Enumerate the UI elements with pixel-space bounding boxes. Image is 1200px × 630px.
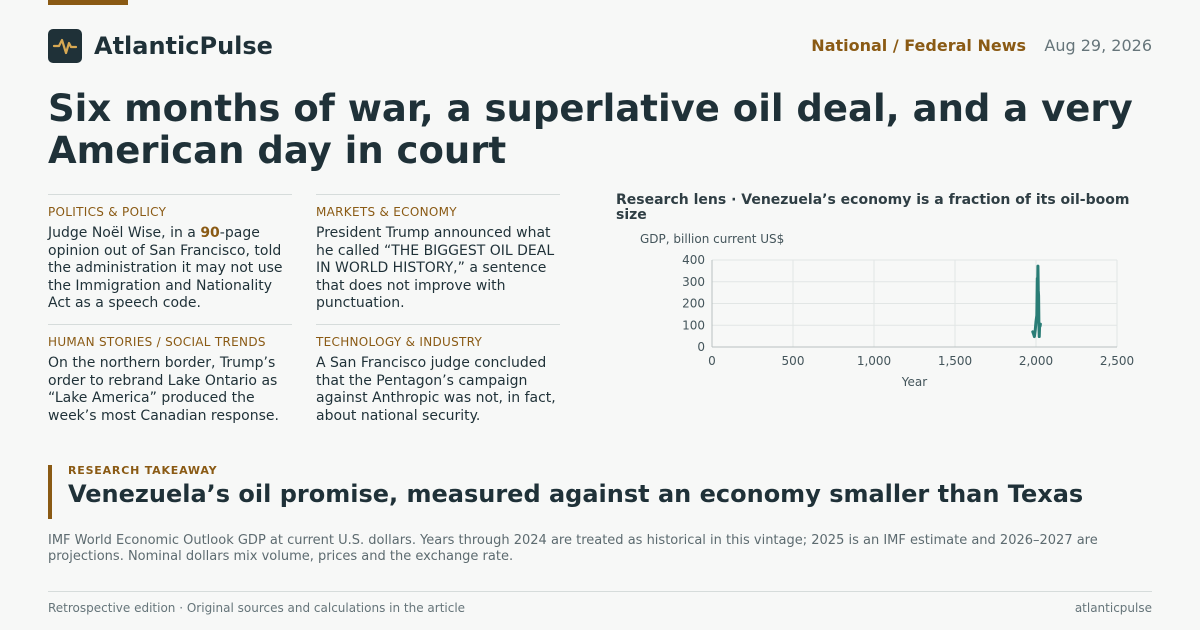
x-tick-label: 500 xyxy=(782,354,805,368)
y-axis-label: GDP, billion current US$ xyxy=(640,232,784,246)
series-point xyxy=(1032,333,1035,335)
y-tick-label: 300 xyxy=(682,275,705,289)
pulse-icon[interactable] xyxy=(48,29,82,63)
publish-date: Aug 29, 2026 xyxy=(1044,36,1152,55)
top-accent-bar xyxy=(48,0,128,5)
takeaway-title: Venezuela’s oil promise, measured agains… xyxy=(68,480,1084,508)
series-point xyxy=(1031,330,1034,333)
brief-text-pre: Judge Noël Wise, in a xyxy=(48,225,201,241)
brand-name[interactable]: AtlanticPulse xyxy=(94,32,273,60)
brief-text: President Trump announced what he called… xyxy=(316,225,555,312)
gdp-chart: GDP, billion current US$ 0 100 200 300 400 0 50… xyxy=(640,232,1134,389)
x-tick-label: 2,000 xyxy=(1019,354,1053,368)
series-point xyxy=(1037,294,1040,297)
x-axis-label: Year xyxy=(901,375,927,389)
footer-edition: Retrospective edition · Original sources… xyxy=(48,601,466,615)
x-tick-label: 1,000 xyxy=(857,354,891,368)
y-tick-label: 400 xyxy=(682,253,705,267)
series-point xyxy=(1036,286,1039,289)
chart-title: Research lens · Venezuela’s economy is a… xyxy=(616,192,1130,223)
y-tick-label: 100 xyxy=(682,318,705,332)
brief-markets: MARKETS & ECONOMY President Trump announ… xyxy=(316,194,560,313)
y-tick-label: 0 xyxy=(697,340,705,354)
series-point xyxy=(1035,314,1038,317)
brief-tag: TECHNOLOGY & INDUSTRY xyxy=(316,335,483,349)
brief-highlight: 90 xyxy=(200,225,220,241)
brief-human-stories: HUMAN STORIES / SOCIAL TRENDS On the nor… xyxy=(48,324,292,425)
series-point xyxy=(1038,335,1041,338)
pulse-line xyxy=(52,38,78,55)
brief-text: A San Francisco judge concluded that the… xyxy=(316,355,556,424)
series-point xyxy=(1037,289,1040,292)
brief-tag: POLITICS & POLICY xyxy=(48,205,167,219)
series-point xyxy=(1034,329,1037,332)
x-tick-label: 0 xyxy=(708,354,716,368)
brief-technology: TECHNOLOGY & INDUSTRY A San Francisco ju… xyxy=(316,324,560,425)
brief-politics: POLITICS & POLICY Judge Noël Wise, in a … xyxy=(48,194,292,313)
page-headline: Six months of war, a superlative oil dea… xyxy=(48,87,1133,172)
source-note: IMF World Economic Outlook GDP at curren… xyxy=(48,533,1098,564)
brief-text: Judge Noël Wise, in a 90-page opinion ou… xyxy=(48,225,292,313)
site-header: AtlanticPulse National / Federal News Au… xyxy=(48,29,1152,63)
series-point xyxy=(1033,335,1036,338)
brief-text: On the northern border, Trump’s order to… xyxy=(48,355,279,424)
research-takeaway: RESEARCH TAKEAWAY Venezuela’s oil promis… xyxy=(48,465,1152,519)
brief-tag: HUMAN STORIES / SOCIAL TRENDS xyxy=(48,335,266,349)
x-tick-label: 1,500 xyxy=(938,354,972,368)
takeaway-tag: RESEARCH TAKEAWAY xyxy=(68,464,218,477)
series-point xyxy=(1036,277,1039,280)
x-tick-label: 2,500 xyxy=(1100,354,1134,368)
y-tick-label: 200 xyxy=(682,297,705,311)
series-point xyxy=(1037,265,1039,267)
brief-tag: MARKETS & ECONOMY xyxy=(316,205,457,219)
brief-text-post: -page opinion out of San Francisco, told… xyxy=(48,225,283,312)
footer-site[interactable]: atlanticpulse xyxy=(1074,601,1152,615)
series-point xyxy=(1039,323,1042,326)
section-link[interactable]: National / Federal News xyxy=(811,36,1026,55)
page-footer: Retrospective edition · Original sources… xyxy=(48,591,1152,621)
series-point xyxy=(1035,320,1037,323)
